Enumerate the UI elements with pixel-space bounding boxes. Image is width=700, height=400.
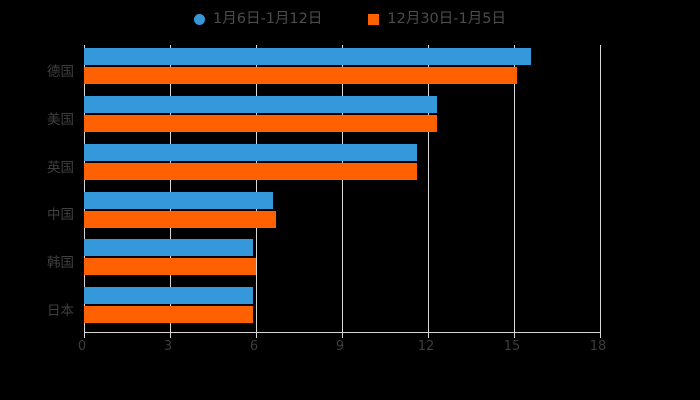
x-tick-mark xyxy=(170,332,171,338)
category-label: 日本 xyxy=(47,303,74,320)
bar-group xyxy=(84,284,600,332)
bar-group xyxy=(84,189,600,237)
x-tick-mark xyxy=(600,332,601,338)
bar[interactable] xyxy=(84,48,532,65)
chart-legend: 1月6日-1月12日 12月30日-1月5日 xyxy=(0,8,700,30)
bar-group xyxy=(84,236,600,284)
bar[interactable] xyxy=(84,114,437,132)
x-tick-label: 0 xyxy=(77,339,87,354)
bar[interactable] xyxy=(84,95,437,113)
legend-label-series-0: 1月6日-1月12日 xyxy=(213,10,323,27)
gridline-9 xyxy=(342,45,343,332)
bar[interactable] xyxy=(84,239,254,257)
bar[interactable] xyxy=(84,162,417,180)
bar[interactable] xyxy=(84,210,277,228)
legend-entry-series-0[interactable]: 1月6日-1月12日 xyxy=(194,12,322,27)
x-tick-mark xyxy=(514,332,515,338)
x-tick-mark xyxy=(428,332,429,338)
gridline-18 xyxy=(600,45,601,332)
x-tick-label: 15 xyxy=(503,339,521,354)
plot-area xyxy=(84,45,601,332)
bar[interactable] xyxy=(84,306,254,324)
category-label: 英国 xyxy=(47,159,74,176)
x-tick-mark xyxy=(84,332,85,338)
legend-marker-circle-icon xyxy=(194,13,206,25)
gridline-15 xyxy=(514,45,515,332)
bar-group xyxy=(84,45,600,93)
bar[interactable] xyxy=(84,143,417,161)
legend-label-series-1: 12月30日-1月5日 xyxy=(387,10,506,27)
legend-entry-series-1[interactable]: 12月30日-1月5日 xyxy=(368,12,506,27)
category-label: 美国 xyxy=(47,111,74,128)
legend-marker-square-icon xyxy=(368,13,380,25)
x-tick-mark xyxy=(342,332,343,338)
x-tick-label: 3 xyxy=(163,339,173,354)
bar[interactable] xyxy=(84,258,256,276)
bar-group xyxy=(84,93,600,141)
bar[interactable] xyxy=(84,191,274,209)
gridline-6 xyxy=(256,45,257,332)
category-label: 德国 xyxy=(47,63,74,80)
x-tick-mark xyxy=(256,332,257,338)
x-tick-label: 18 xyxy=(589,339,607,354)
bar[interactable] xyxy=(84,287,254,305)
category-label: 韩国 xyxy=(47,255,74,272)
bar[interactable] xyxy=(84,67,517,84)
gridline-12 xyxy=(428,45,429,332)
category-label: 中国 xyxy=(47,207,74,224)
gridline-3 xyxy=(170,45,171,332)
bar-group xyxy=(84,141,600,189)
gridline-0 xyxy=(84,45,85,332)
x-tick-label: 6 xyxy=(249,339,259,354)
x-tick-label: 12 xyxy=(417,339,435,354)
x-tick-label: 9 xyxy=(335,339,345,354)
